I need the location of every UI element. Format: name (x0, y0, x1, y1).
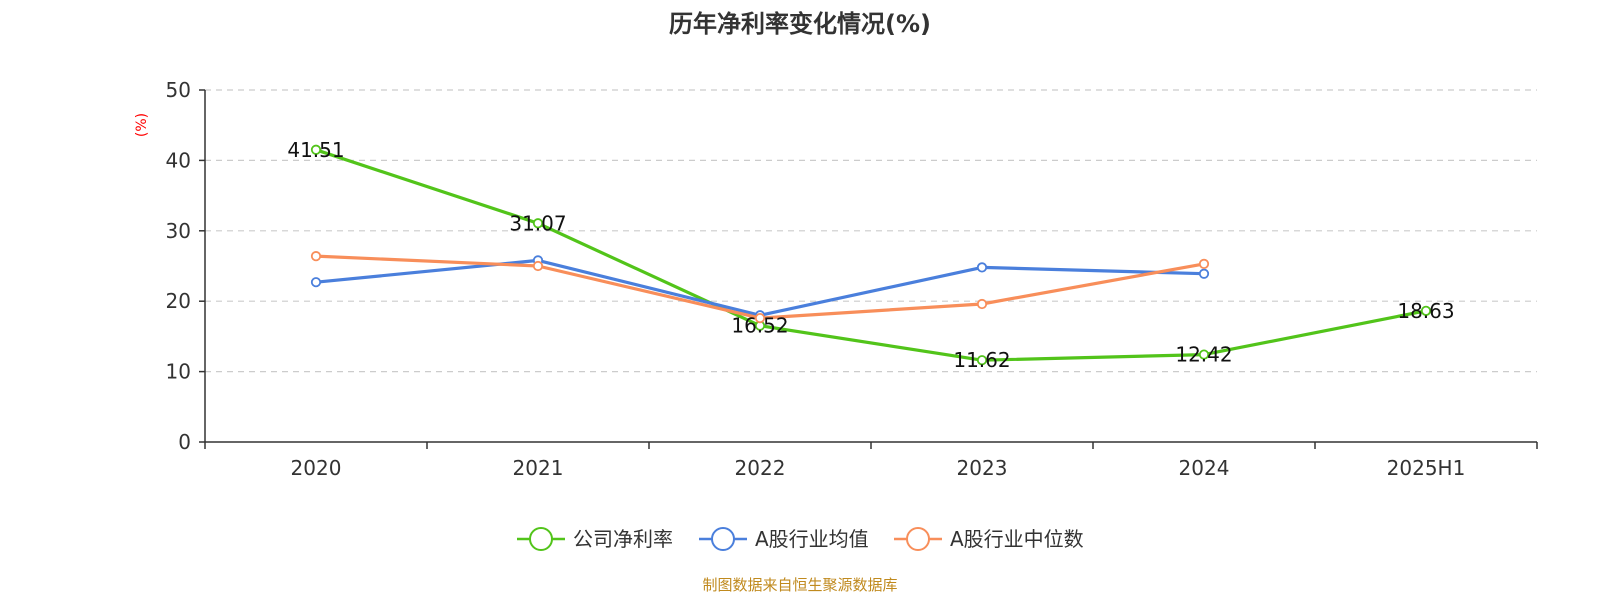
source-note: 制图数据来自恒生聚源数据库 (702, 576, 897, 594)
chart-title: 历年净利率变化情况(%) (669, 10, 931, 38)
series-2-point[interactable] (532, 260, 544, 272)
series-0-point[interactable] (1198, 349, 1210, 360)
data-label: 41.51 (287, 138, 344, 162)
series-line-2 (315, 254, 1205, 320)
x-tick-label: 2025H1 (1387, 456, 1466, 480)
x-tick-label: 2024 (1179, 456, 1230, 480)
series-0-point[interactable] (1420, 305, 1432, 316)
series-2-point[interactable] (754, 312, 766, 324)
series-2-point[interactable] (310, 251, 322, 262)
series-0-point[interactable] (310, 144, 322, 155)
y-tick-label: 50 (166, 78, 191, 102)
y-tick-label: 0 (178, 430, 191, 454)
series-lines (310, 144, 1432, 366)
series-2-point[interactable] (976, 298, 988, 310)
legend-circle-icon (529, 527, 553, 551)
data-label: 18.63 (1397, 299, 1454, 323)
legend-item-0[interactable]: 公司净利率 (517, 527, 673, 551)
legend-circle-icon (906, 527, 930, 551)
data-label: 12.42 (1175, 343, 1232, 367)
series-0-point[interactable] (976, 355, 988, 366)
axes: 0 10 20 30 40 50 2020 2021 2022 2023 2024 2025H1 (166, 78, 1538, 480)
series-line-0 (315, 148, 1427, 362)
x-tick-label: 2022 (735, 456, 786, 480)
series-1-point[interactable] (310, 277, 322, 288)
legend-circle-icon (711, 527, 735, 551)
y-axis-label: (%) (134, 113, 150, 137)
grid-lines (205, 89, 1537, 373)
x-tick-label: 2020 (291, 456, 342, 480)
y-tick-label: 40 (166, 148, 191, 172)
y-tick-label: 30 (166, 219, 191, 243)
legend[interactable]: 公司净利率 A股行业均值 A股行业中位数 (517, 527, 1084, 551)
data-label: 11.62 (953, 348, 1010, 372)
legend-item-1[interactable]: A股行业均值 (699, 527, 869, 551)
legend-label: A股行业均值 (755, 527, 869, 551)
y-tick-label: 10 (166, 360, 191, 384)
series-2-point[interactable] (1198, 258, 1210, 269)
data-label: 31.07 (509, 211, 566, 235)
x-tick-label: 2023 (957, 456, 1008, 480)
data-label: 16.52 (731, 314, 788, 338)
data-labels: 41.51 31.07 16.52 11.62 12.42 18.63 (287, 138, 1454, 372)
y-tick-label: 20 (166, 289, 191, 313)
x-tick-label: 2021 (513, 456, 564, 480)
legend-label: 公司净利率 (573, 527, 673, 551)
series-1-point[interactable] (976, 262, 988, 273)
series-1-point[interactable] (1198, 268, 1210, 279)
legend-label: A股行业中位数 (950, 527, 1084, 551)
legend-item-2[interactable]: A股行业中位数 (894, 527, 1084, 551)
series-0-point[interactable] (532, 218, 544, 229)
